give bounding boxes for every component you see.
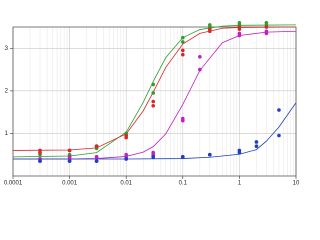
fit-curve xyxy=(12,26,297,151)
data-point xyxy=(151,99,156,104)
data-point xyxy=(277,133,281,138)
y-tick-label: 3 xyxy=(5,46,9,52)
data-point xyxy=(254,144,259,148)
data-point xyxy=(254,140,259,144)
y-tick-label: 2 xyxy=(5,88,9,94)
data-point xyxy=(181,52,185,57)
data-point xyxy=(94,144,99,148)
data-point xyxy=(198,55,202,59)
data-point xyxy=(151,103,156,108)
data-point xyxy=(38,159,42,163)
data-point xyxy=(124,135,128,140)
data-point xyxy=(264,25,269,29)
data-point xyxy=(181,48,185,53)
data-point xyxy=(151,155,156,159)
data-point xyxy=(94,155,99,159)
data-point xyxy=(181,40,185,44)
data-point xyxy=(151,150,156,155)
x-tick-label: 0.001 xyxy=(62,181,78,187)
data-point xyxy=(151,91,156,95)
x-tick-label: 10 xyxy=(293,181,300,187)
data-point xyxy=(181,35,185,40)
data-point xyxy=(67,159,72,163)
chart: 0.0001 0.001 0.01 0.1 1 10 1 2 3 xyxy=(4,20,300,187)
x-tick-label: 0.1 xyxy=(179,181,188,187)
data-point xyxy=(237,27,242,31)
fit-curve xyxy=(12,24,297,158)
data-point xyxy=(181,155,185,159)
data-point xyxy=(94,159,99,163)
data-point xyxy=(151,82,156,87)
x-tick-label: 0.01 xyxy=(120,181,132,187)
data-point xyxy=(208,152,212,157)
x-tick-label: 1 xyxy=(238,181,242,187)
y-tick-label: 1 xyxy=(5,131,9,137)
data-point xyxy=(237,150,242,155)
x-tick-label: 0.0001 xyxy=(4,181,23,187)
data-point xyxy=(124,157,128,161)
data-point xyxy=(264,31,269,36)
data-point xyxy=(198,67,202,72)
data-point xyxy=(67,148,72,153)
data-point xyxy=(38,148,42,153)
data-point xyxy=(277,108,281,112)
plot-frame xyxy=(12,26,297,177)
data-point xyxy=(237,31,242,36)
data-point xyxy=(208,27,212,31)
data-point xyxy=(181,118,185,123)
